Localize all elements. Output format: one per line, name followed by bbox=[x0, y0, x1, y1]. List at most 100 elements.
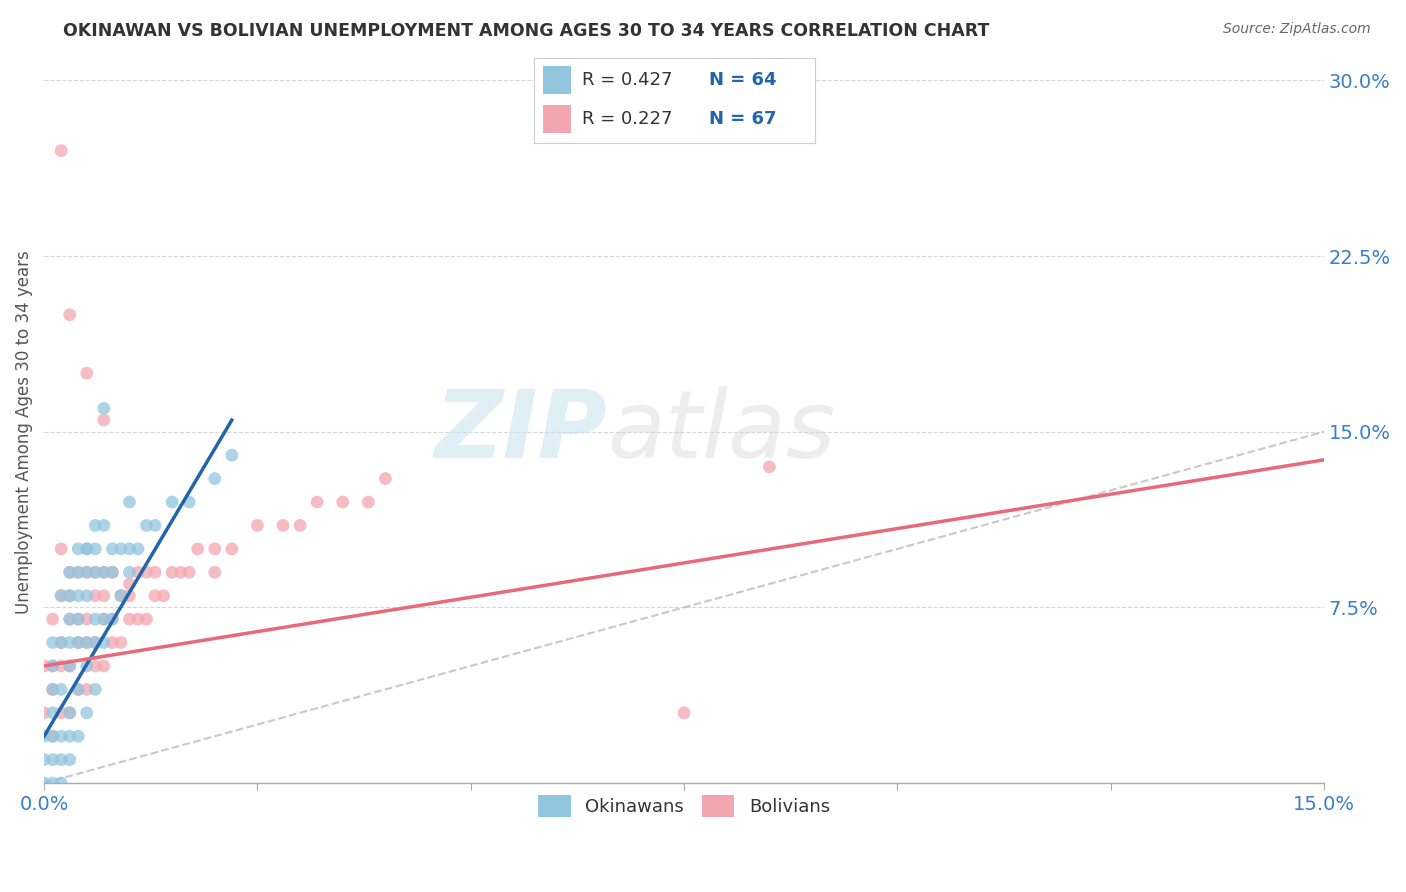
Point bbox=[32, 706, 55, 720]
Point bbox=[67, 635, 90, 649]
Point bbox=[59, 706, 82, 720]
Point bbox=[67, 612, 90, 626]
Point bbox=[110, 589, 132, 603]
Point bbox=[93, 612, 115, 626]
Point bbox=[179, 495, 201, 509]
Point bbox=[59, 566, 82, 580]
Point bbox=[76, 659, 98, 673]
Point bbox=[93, 518, 115, 533]
Point bbox=[32, 659, 55, 673]
Point bbox=[32, 729, 55, 743]
Point bbox=[101, 612, 124, 626]
Point bbox=[101, 635, 124, 649]
Point bbox=[307, 495, 329, 509]
Point bbox=[374, 472, 396, 486]
Point bbox=[41, 659, 63, 673]
Point bbox=[67, 566, 90, 580]
Point bbox=[110, 635, 132, 649]
Text: ZIP: ZIP bbox=[434, 385, 607, 478]
Point bbox=[221, 448, 243, 462]
Point bbox=[51, 706, 73, 720]
Point bbox=[93, 635, 115, 649]
Point bbox=[673, 706, 696, 720]
Point bbox=[76, 682, 98, 697]
Point bbox=[118, 612, 141, 626]
Point bbox=[204, 472, 226, 486]
Point bbox=[84, 566, 107, 580]
Text: N = 67: N = 67 bbox=[709, 110, 776, 128]
Point bbox=[143, 566, 166, 580]
Point bbox=[76, 541, 98, 556]
Point bbox=[41, 612, 63, 626]
Point bbox=[169, 566, 191, 580]
Point bbox=[93, 589, 115, 603]
Point bbox=[59, 729, 82, 743]
Point bbox=[93, 566, 115, 580]
Point bbox=[204, 541, 226, 556]
Point bbox=[67, 635, 90, 649]
Point bbox=[84, 659, 107, 673]
Point bbox=[332, 495, 354, 509]
Point bbox=[51, 541, 73, 556]
Point bbox=[59, 659, 82, 673]
Point bbox=[271, 518, 294, 533]
Point bbox=[76, 612, 98, 626]
Point bbox=[187, 541, 209, 556]
Point bbox=[59, 706, 82, 720]
Point bbox=[67, 729, 90, 743]
Point bbox=[51, 753, 73, 767]
Point bbox=[84, 589, 107, 603]
Y-axis label: Unemployment Among Ages 30 to 34 years: Unemployment Among Ages 30 to 34 years bbox=[15, 250, 32, 614]
Point bbox=[84, 612, 107, 626]
Point bbox=[93, 413, 115, 427]
Text: OKINAWAN VS BOLIVIAN UNEMPLOYMENT AMONG AGES 30 TO 34 YEARS CORRELATION CHART: OKINAWAN VS BOLIVIAN UNEMPLOYMENT AMONG … bbox=[63, 22, 990, 40]
Point bbox=[118, 541, 141, 556]
Point bbox=[179, 566, 201, 580]
Point bbox=[135, 612, 157, 626]
Point bbox=[59, 612, 82, 626]
Point bbox=[51, 589, 73, 603]
Point bbox=[59, 659, 82, 673]
Point bbox=[110, 589, 132, 603]
Point bbox=[59, 635, 82, 649]
Point bbox=[76, 366, 98, 380]
Legend: Okinawans, Bolivians: Okinawans, Bolivians bbox=[531, 789, 837, 824]
Point bbox=[41, 776, 63, 790]
Point bbox=[84, 566, 107, 580]
Point bbox=[93, 566, 115, 580]
Point bbox=[41, 682, 63, 697]
Point bbox=[135, 518, 157, 533]
Point bbox=[135, 566, 157, 580]
Point bbox=[93, 612, 115, 626]
Point bbox=[84, 635, 107, 649]
Point bbox=[127, 566, 149, 580]
Point bbox=[93, 401, 115, 416]
Point bbox=[110, 541, 132, 556]
Point bbox=[67, 541, 90, 556]
Point bbox=[51, 589, 73, 603]
Point bbox=[288, 518, 311, 533]
Point bbox=[67, 682, 90, 697]
Point bbox=[59, 753, 82, 767]
Point bbox=[84, 518, 107, 533]
Point bbox=[76, 541, 98, 556]
Point bbox=[51, 635, 73, 649]
Point bbox=[127, 541, 149, 556]
Point bbox=[76, 635, 98, 649]
Point bbox=[76, 635, 98, 649]
Point bbox=[101, 566, 124, 580]
Point bbox=[93, 659, 115, 673]
Point bbox=[76, 566, 98, 580]
Point bbox=[101, 566, 124, 580]
Point bbox=[41, 729, 63, 743]
Point bbox=[51, 635, 73, 649]
Bar bbox=[543, 104, 571, 133]
Point bbox=[84, 541, 107, 556]
Point bbox=[51, 659, 73, 673]
Point bbox=[127, 612, 149, 626]
Point bbox=[160, 495, 183, 509]
Point bbox=[41, 682, 63, 697]
Point bbox=[758, 459, 780, 474]
Point bbox=[76, 706, 98, 720]
Point bbox=[59, 589, 82, 603]
